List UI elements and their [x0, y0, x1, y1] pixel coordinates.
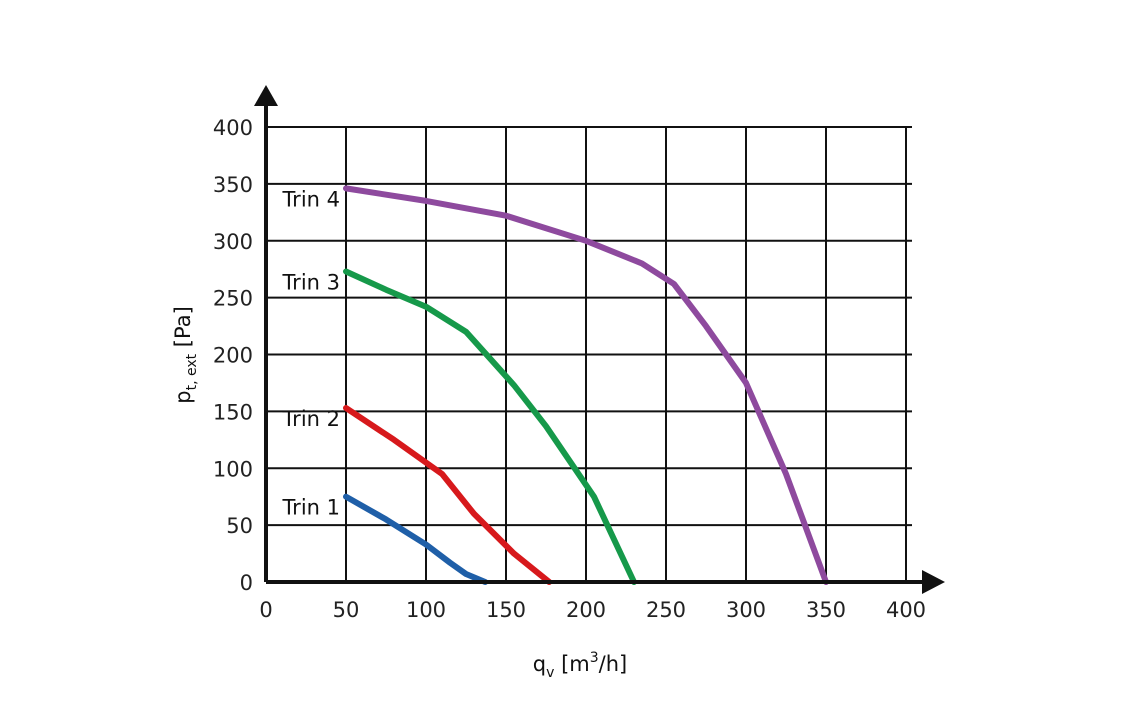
- x-tick-label: 150: [486, 598, 526, 622]
- series-lines: [343, 185, 829, 585]
- x-axis-label-symbol: q: [533, 652, 546, 676]
- axes: [254, 85, 945, 594]
- series-label-trin-4: Trin 4: [281, 187, 340, 211]
- series-label-trin-3: Trin 3: [281, 270, 340, 294]
- series-labels: Trin 1 Trin 2 Trin 3 Trin 4: [281, 187, 340, 519]
- y-axis-label-unit: [Pa]: [171, 306, 195, 354]
- series-line-trin-4: [343, 185, 829, 585]
- y-tick-label: 200: [213, 344, 253, 368]
- y-tick-label: 100: [213, 457, 253, 481]
- y-tick-label: 0: [240, 571, 253, 595]
- y-tick-label: 250: [213, 287, 253, 311]
- x-tick-label: 400: [886, 598, 926, 622]
- y-axis-label-symbol: p: [171, 390, 195, 403]
- y-axis-label: pt, ext [Pa]: [171, 306, 200, 404]
- y-tick-label: 300: [213, 230, 253, 254]
- tick-labels: 0 50 100 150 200 250 300 350 400 0 50 100 150 200 250 3…: [213, 116, 926, 622]
- y-axis-label-subscript: t, ext: [184, 353, 200, 390]
- y-tick-label: 150: [213, 400, 253, 424]
- series-line-trin-1: [343, 493, 489, 585]
- x-axis-label-subscript: v: [546, 665, 554, 681]
- x-axis-label-unit-end: /h]: [599, 652, 628, 676]
- x-tick-label: 100: [406, 598, 446, 622]
- x-tick-label: 350: [806, 598, 846, 622]
- series-line-trin-2: [343, 405, 553, 585]
- x-tick-label: 200: [566, 598, 606, 622]
- y-axis-arrow-icon: [254, 85, 278, 106]
- series-label-trin-1: Trin 1: [281, 496, 340, 520]
- y-tick-label: 350: [213, 173, 253, 197]
- x-axis-label-unit-superscript: 3: [590, 650, 599, 666]
- x-axis-label: qv [m3/h]: [533, 650, 627, 681]
- x-tick-label: 50: [333, 598, 360, 622]
- series-line-trin-3: [343, 268, 637, 585]
- y-tick-label: 50: [226, 514, 253, 538]
- x-tick-label: 250: [646, 598, 686, 622]
- x-axis-label-unit: [m: [554, 652, 589, 676]
- grid: [266, 126, 912, 582]
- x-tick-label: 0: [259, 598, 272, 622]
- x-tick-label: 300: [726, 598, 766, 622]
- x-axis-arrow-icon: [922, 570, 945, 594]
- y-tick-label: 400: [213, 116, 253, 140]
- series-label-trin-2: Trin 2: [281, 407, 340, 431]
